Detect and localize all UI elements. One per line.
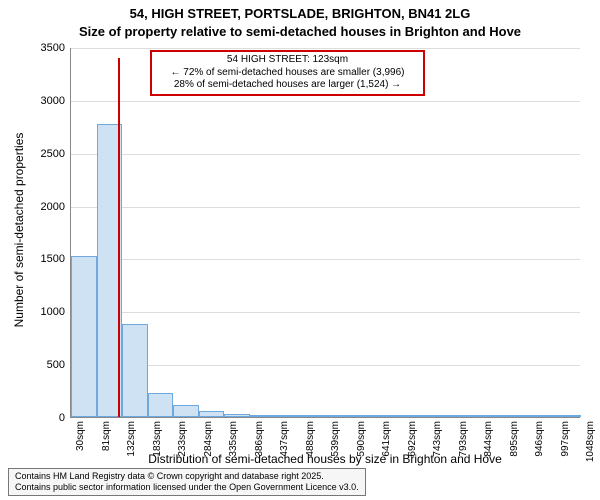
x-tick-label: 895sqm bbox=[509, 421, 520, 471]
y-tick-label: 2500 bbox=[5, 148, 65, 160]
x-tick-label: 30sqm bbox=[75, 421, 86, 471]
x-tick-label: 844sqm bbox=[483, 421, 494, 471]
property-marker-line bbox=[118, 58, 120, 417]
attribution-footer: Contains HM Land Registry data © Crown c… bbox=[8, 468, 366, 496]
x-tick-label: 743sqm bbox=[432, 421, 443, 471]
annotation-callout: 54 HIGH STREET: 123sqm ← 72% of semi-det… bbox=[150, 50, 425, 96]
x-tick-label: 1048sqm bbox=[585, 421, 596, 471]
footer-line2: Contains public sector information licen… bbox=[15, 482, 359, 493]
histogram-bar bbox=[301, 415, 327, 417]
y-tick-label: 3000 bbox=[5, 95, 65, 107]
x-tick-label: 132sqm bbox=[126, 421, 137, 471]
histogram-bar bbox=[275, 415, 301, 417]
x-tick-label: 641sqm bbox=[381, 421, 392, 471]
y-axis-label: Number of semi-detached properties bbox=[12, 133, 26, 328]
x-tick-label: 335sqm bbox=[228, 421, 239, 471]
x-tick-label: 946sqm bbox=[534, 421, 545, 471]
x-tick-label: 386sqm bbox=[254, 421, 265, 471]
histogram-bar bbox=[454, 415, 480, 417]
annotation-line1: 54 HIGH STREET: 123sqm bbox=[158, 54, 417, 67]
histogram-bar bbox=[173, 405, 199, 417]
y-tick-label: 1500 bbox=[5, 253, 65, 265]
gridline bbox=[71, 154, 580, 155]
x-tick-label: 233sqm bbox=[177, 421, 188, 471]
histogram-bar bbox=[352, 415, 378, 417]
annotation-line2: ← 72% of semi-detached houses are smalle… bbox=[158, 67, 417, 80]
gridline bbox=[71, 259, 580, 260]
plot-area bbox=[70, 48, 580, 418]
histogram-bar bbox=[377, 415, 403, 417]
y-tick-label: 1000 bbox=[5, 306, 65, 318]
x-tick-label: 488sqm bbox=[305, 421, 316, 471]
x-axis-label: Distribution of semi-detached houses by … bbox=[70, 452, 580, 466]
x-tick-label: 183sqm bbox=[152, 421, 163, 471]
gridline bbox=[71, 48, 580, 49]
histogram-bar bbox=[326, 415, 352, 417]
histogram-bar bbox=[224, 414, 250, 417]
x-tick-label: 590sqm bbox=[356, 421, 367, 471]
chart-title-address: 54, HIGH STREET, PORTSLADE, BRIGHTON, BN… bbox=[0, 6, 600, 21]
x-tick-label: 539sqm bbox=[330, 421, 341, 471]
gridline bbox=[71, 207, 580, 208]
property-size-chart: 54, HIGH STREET, PORTSLADE, BRIGHTON, BN… bbox=[0, 0, 600, 500]
y-tick-label: 3500 bbox=[5, 42, 65, 54]
histogram-bar bbox=[556, 415, 582, 417]
x-tick-label: 793sqm bbox=[458, 421, 469, 471]
histogram-bar bbox=[250, 415, 276, 417]
x-tick-label: 437sqm bbox=[279, 421, 290, 471]
histogram-bar bbox=[428, 415, 454, 417]
histogram-bar bbox=[505, 415, 531, 417]
histogram-bar bbox=[403, 415, 429, 417]
gridline bbox=[71, 101, 580, 102]
annotation-line3: 28% of semi-detached houses are larger (… bbox=[158, 79, 417, 92]
chart-subtitle: Size of property relative to semi-detach… bbox=[0, 24, 600, 39]
y-tick-label: 500 bbox=[5, 359, 65, 371]
x-tick-label: 81sqm bbox=[101, 421, 112, 471]
histogram-bar bbox=[199, 411, 225, 417]
histogram-bar bbox=[530, 415, 556, 417]
gridline bbox=[71, 312, 580, 313]
x-tick-label: 997sqm bbox=[560, 421, 571, 471]
histogram-bar bbox=[122, 324, 148, 417]
y-tick-label: 2000 bbox=[5, 201, 65, 213]
histogram-bar bbox=[148, 393, 174, 417]
x-tick-label: 284sqm bbox=[203, 421, 214, 471]
histogram-bar bbox=[479, 415, 505, 417]
footer-line1: Contains HM Land Registry data © Crown c… bbox=[15, 471, 359, 482]
histogram-bar bbox=[71, 256, 97, 417]
y-tick-label: 0 bbox=[5, 412, 65, 424]
x-tick-label: 692sqm bbox=[407, 421, 418, 471]
